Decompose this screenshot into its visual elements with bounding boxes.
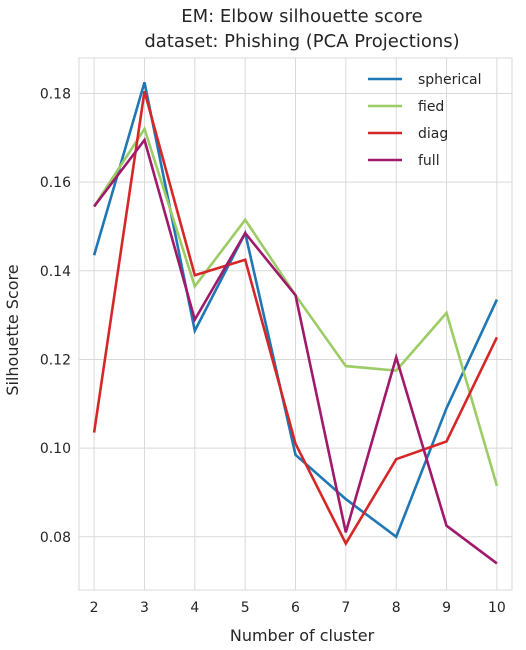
series-lines xyxy=(92,82,499,565)
x-tick-label: 6 xyxy=(291,600,300,616)
y-tick-label: 0.16 xyxy=(40,175,71,191)
series-line-spherical xyxy=(92,82,499,539)
x-tick-label: 8 xyxy=(392,600,401,616)
y-tick-label: 0.14 xyxy=(40,264,71,280)
y-tick-label: 0.08 xyxy=(40,530,71,546)
x-axis-label: Number of cluster xyxy=(230,626,375,645)
y-axis-ticks: 0.08 0.10 0.12 0.14 0.16 0.18 xyxy=(40,86,71,545)
series-line-diag xyxy=(92,90,499,547)
legend-label-full: full xyxy=(418,153,440,169)
y-tick-label: 0.18 xyxy=(40,86,71,102)
x-tick-label: 9 xyxy=(442,600,451,616)
chart-title-line-1: EM: Elbow silhouette score xyxy=(181,6,423,27)
x-tick-label: 2 xyxy=(90,600,99,616)
legend: spherical fied diag full xyxy=(368,72,481,169)
x-tick-label: 10 xyxy=(488,600,506,616)
legend-label-fied: fied xyxy=(418,99,444,115)
x-tick-label: 7 xyxy=(341,600,350,616)
chart-title: EM: Elbow silhouette score dataset: Phis… xyxy=(144,6,459,52)
y-axis-label: Silhouette Score xyxy=(3,264,22,395)
x-tick-label: 4 xyxy=(190,600,199,616)
x-tick-label: 5 xyxy=(241,600,250,616)
x-tick-label: 3 xyxy=(140,600,149,616)
legend-label-diag: diag xyxy=(418,126,448,142)
grid-lines xyxy=(79,58,512,590)
x-axis-ticks: 2 3 4 5 6 7 8 9 10 xyxy=(90,600,506,616)
y-tick-label: 0.10 xyxy=(40,441,71,457)
chart-title-line-2: dataset: Phishing (PCA Projections) xyxy=(144,31,459,52)
legend-label-spherical: spherical xyxy=(418,72,481,88)
y-tick-label: 0.12 xyxy=(40,352,71,368)
series-line-full xyxy=(93,137,498,565)
